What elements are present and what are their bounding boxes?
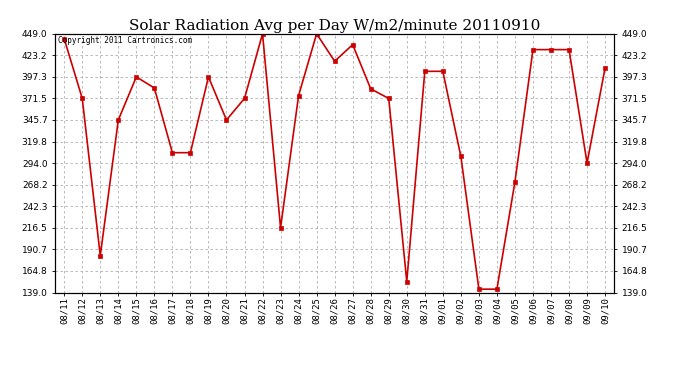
Title: Solar Radiation Avg per Day W/m2/minute 20110910: Solar Radiation Avg per Day W/m2/minute … <box>129 19 540 33</box>
Text: Copyright 2011 Cartronics.com: Copyright 2011 Cartronics.com <box>58 36 192 45</box>
